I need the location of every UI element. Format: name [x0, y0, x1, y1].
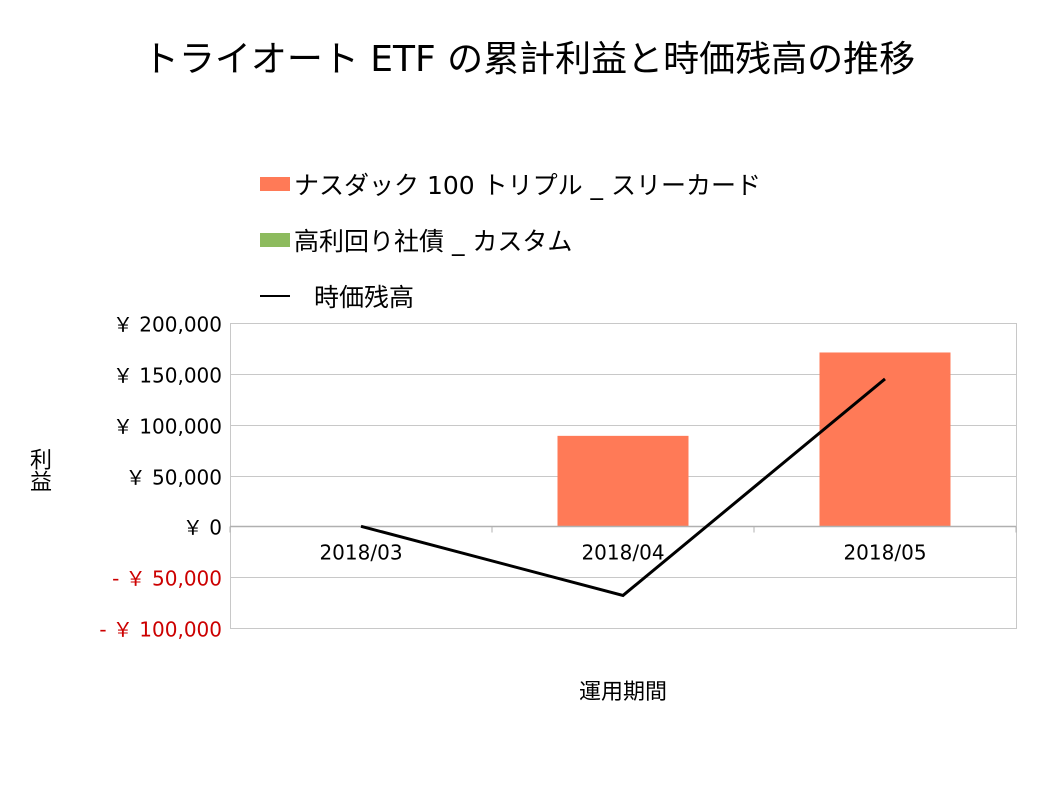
- legend-item-balance: 時価残高: [260, 268, 761, 324]
- x-axis-title: 運用期間: [578, 680, 667, 705]
- legend-swatch-bond: [260, 233, 290, 247]
- y-tick-label: ￥ 0: [183, 516, 222, 540]
- legend: ナスダック 100 トリプル _ スリーカード 高利回り社債 _ カスタム 時価…: [260, 156, 761, 324]
- legend-label-nasdaq: ナスダック 100 トリプル _ スリーカード: [294, 171, 762, 200]
- bar-nasdaq: [819, 352, 951, 527]
- y-tick-label: ￥ 150,000: [113, 364, 222, 388]
- chart-title: トライオート ETF の累計利益と時価残高の推移: [142, 39, 916, 80]
- x-tick-label: 2018/03: [319, 541, 402, 565]
- legend-swatch-balance: [260, 295, 290, 297]
- legend-item-bond: 高利回り社債 _ カスタム: [260, 212, 761, 268]
- plot-frame: [230, 323, 1017, 629]
- legend-swatch-nasdaq: [260, 177, 290, 191]
- y-tick-label: ￥ 100,000: [113, 415, 222, 439]
- y-axis-title: 利益: [26, 448, 51, 492]
- y-tick-label: - ￥ 50,000: [112, 567, 222, 591]
- legend-label-balance: 時価残高: [314, 283, 415, 312]
- y-tick-label: ￥ 200,000: [113, 313, 222, 337]
- bar-nasdaq: [557, 435, 689, 527]
- x-tick-label: 2018/04: [581, 541, 664, 565]
- legend-item-nasdaq: ナスダック 100 トリプル _ スリーカード: [260, 156, 761, 212]
- x-tick-label: 2018/05: [843, 541, 926, 565]
- y-tick-label: ￥ 50,000: [126, 466, 222, 490]
- y-tick-label: - ￥ 100,000: [99, 618, 222, 642]
- legend-label-bond: 高利回り社債 _ カスタム: [294, 227, 573, 256]
